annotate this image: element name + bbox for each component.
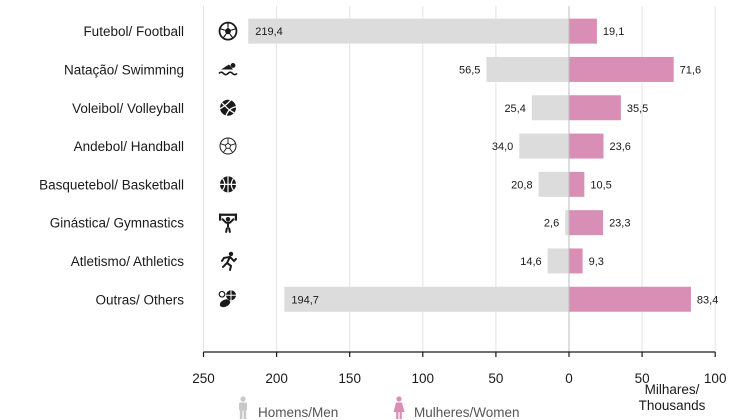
basketball-icon — [220, 176, 236, 193]
bar-men — [565, 210, 569, 236]
data-label-men: 14,6 — [520, 256, 541, 268]
bar-women — [569, 210, 604, 236]
legend-women-label: Mulheres/Women — [414, 405, 520, 420]
x-tick-label: 50 — [635, 371, 650, 386]
bar-men — [531, 95, 569, 121]
data-label-men: 194,7 — [291, 294, 319, 306]
data-label-men: 219,4 — [255, 26, 283, 38]
bar-women — [569, 286, 691, 312]
data-label-women: 35,5 — [627, 103, 648, 115]
mixed-balls-icon — [218, 290, 236, 308]
bar-men — [284, 286, 569, 312]
bar-men — [547, 248, 569, 274]
bar-men — [248, 18, 570, 44]
handball-icon — [219, 137, 237, 155]
soccer-ball-icon — [218, 21, 238, 41]
bar-women — [569, 56, 674, 82]
axis-unit-line2: Thousands — [638, 398, 706, 413]
category-label: Futebol/ Football — [83, 24, 184, 39]
data-label-women: 19,1 — [603, 26, 624, 38]
man-icon — [239, 396, 247, 419]
legend-men: Homens/Men — [236, 396, 338, 420]
x-tick-label: 100 — [412, 371, 435, 386]
bar-women — [569, 18, 597, 44]
x-tick-label: 250 — [192, 371, 215, 386]
axis-unit-line1: Milhares/ — [644, 382, 700, 397]
axis-unit-label: Milhares/ Thousands — [632, 382, 712, 414]
gymnast-icon — [219, 213, 237, 233]
category-label: Voleibol/ Volleyball — [72, 101, 184, 116]
x-tick-label: 100 — [704, 371, 727, 386]
data-label-women: 71,6 — [680, 64, 701, 76]
data-label-men: 25,4 — [504, 103, 525, 115]
data-label-women: 9,3 — [589, 256, 604, 268]
bar-women — [569, 95, 621, 121]
data-label-men: 34,0 — [492, 141, 513, 153]
data-label-women: 83,4 — [697, 294, 718, 306]
data-label-women: 23,3 — [609, 218, 630, 230]
runner-icon — [221, 251, 237, 271]
category-label: Ginástica/ Gymnastics — [50, 216, 185, 231]
swimmer-icon — [218, 63, 238, 76]
bar-women — [569, 248, 583, 274]
bar-women — [569, 171, 585, 197]
data-label-men: 20,8 — [511, 179, 532, 191]
bar-women — [569, 133, 604, 159]
bar-men — [519, 133, 569, 159]
data-label-women: 10,5 — [590, 179, 611, 191]
x-tick-label: 0 — [565, 371, 573, 386]
category-label: Outras/ Others — [95, 292, 184, 307]
data-label-men: 56,5 — [459, 64, 480, 76]
category-label: Natação/ Swimming — [64, 62, 184, 77]
bar-men — [538, 171, 569, 197]
category-label: Andebol/ Handball — [74, 139, 184, 154]
x-tick-label: 200 — [265, 371, 288, 386]
legend-women: Mulheres/Women — [392, 396, 520, 420]
woman-icon — [393, 396, 405, 419]
x-tick-label: 150 — [338, 371, 361, 386]
legend-men-label: Homens/Men — [258, 405, 339, 420]
category-label: Atletismo/ Athletics — [71, 254, 185, 269]
category-label: Basquetebol/ Basketball — [39, 177, 184, 192]
data-label-women: 23,6 — [610, 141, 631, 153]
data-label-men: 2,6 — [544, 218, 559, 230]
x-tick-label: 50 — [488, 371, 503, 386]
volleyball-icon — [219, 99, 237, 116]
bar-men — [486, 56, 569, 82]
